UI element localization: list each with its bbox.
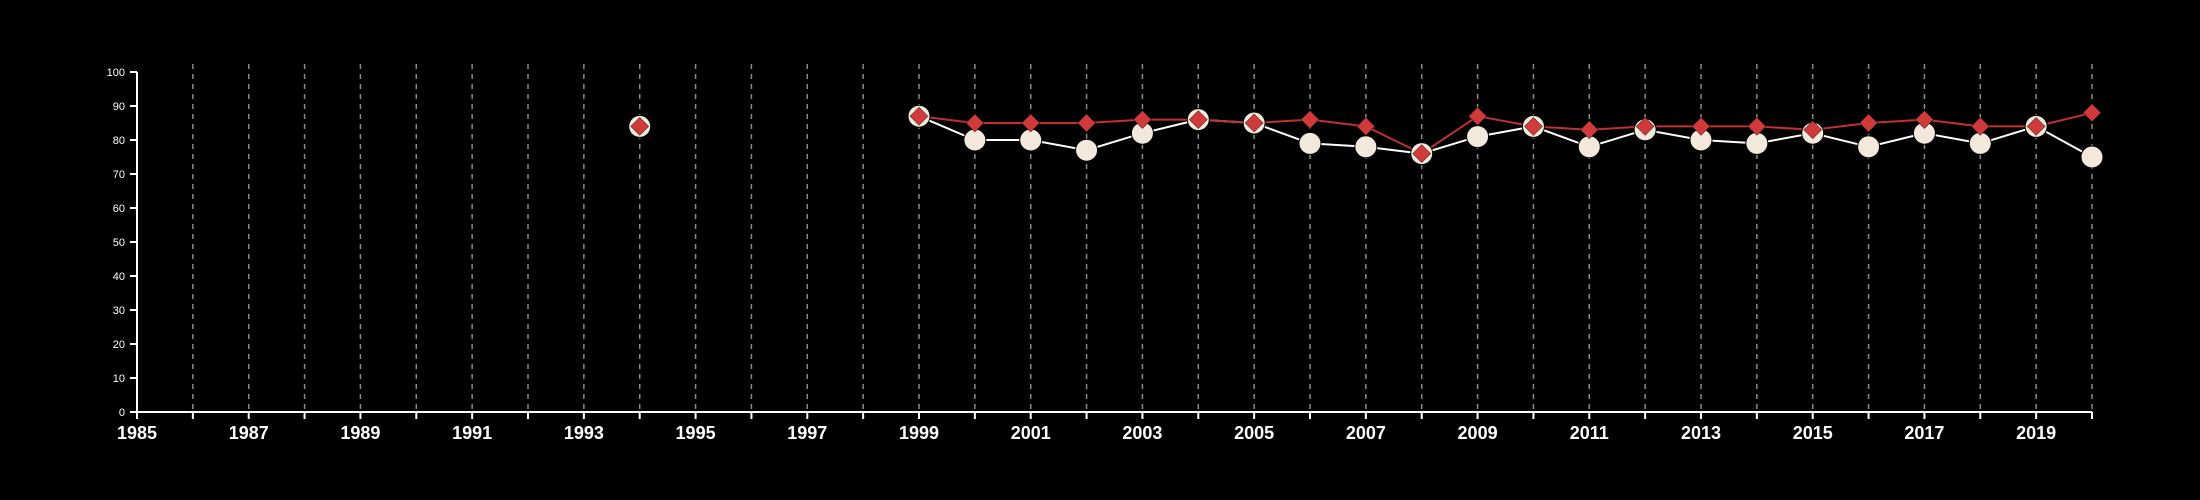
diamond-marker (909, 106, 929, 126)
diamond-marker (630, 117, 650, 136)
y-tick-label: 10 (113, 373, 125, 385)
y-tick-label: 20 (113, 339, 125, 351)
axes (136, 72, 2092, 413)
x-tick-label: 1997 (787, 423, 827, 443)
diamond-marker (2082, 103, 2102, 123)
x-tick-label: 2003 (1122, 423, 1162, 443)
y-tick-label: 100 (107, 67, 125, 79)
circle-marker (1354, 135, 1378, 159)
y-tick-label: 70 (113, 169, 125, 181)
y-tick-label: 30 (113, 305, 125, 317)
y-tick-label: 40 (113, 271, 125, 283)
circle-marker (1857, 135, 1881, 159)
diamond-marker (1579, 120, 1599, 140)
x-tick-label: 1995 (676, 423, 716, 443)
diamond-marker (965, 113, 985, 133)
x-axis-ticks: 1985 1987 1989 1991 1993 1995 1997 1999 2001 2003… (117, 412, 2093, 443)
y-tick-label: 80 (113, 135, 125, 147)
x-tick-label: 1999 (899, 423, 939, 443)
y-axis-ticks: 0 10 20 30 40 50 60 70 80 90 100 (107, 67, 137, 419)
diamond-marker (2026, 117, 2046, 136)
diamond-marker (1915, 110, 1934, 129)
x-tick-label: 2009 (1458, 423, 1498, 443)
diamond-marker (1859, 113, 1878, 133)
diamond-marker (1356, 117, 1376, 136)
diamond-marker (1077, 113, 1096, 133)
x-tick-label: 2011 (1570, 423, 1609, 443)
diamond-marker (1300, 110, 1320, 129)
circle-marker (2080, 145, 2104, 169)
y-tick-label: 60 (113, 203, 125, 215)
series-line-segment (1868, 118, 1925, 124)
series-line-segment (1086, 118, 1143, 124)
y-tick-label: 90 (113, 101, 125, 113)
circle-marker (1466, 125, 1490, 149)
x-tick-label: 2015 (1793, 423, 1833, 443)
diamond-marker (1244, 113, 1264, 133)
y-tick-label: 50 (113, 237, 125, 249)
x-tick-label: 2013 (1681, 423, 1721, 443)
x-tick-label: 1987 (229, 423, 269, 443)
x-tick-label: 2017 (1904, 423, 1944, 443)
diamond-marker (1468, 106, 1487, 126)
x-tick-label: 2001 (1011, 423, 1051, 443)
x-tick-label: 1985 (117, 423, 157, 443)
diamond-marker (1021, 113, 1041, 133)
grid-lines (192, 64, 2093, 412)
series-line-segment (1924, 118, 1981, 128)
diamond-marker (1691, 117, 1711, 136)
y-tick-label: 0 (119, 407, 125, 419)
series-line-segment (1309, 118, 1366, 128)
diamond-marker (1412, 144, 1432, 163)
diamond-marker (1524, 117, 1543, 136)
series-group (628, 103, 2104, 169)
diamond-marker (1803, 120, 1823, 140)
x-tick-label: 2019 (2016, 423, 2056, 443)
circle-marker (1298, 131, 1322, 155)
x-tick-label: 2007 (1346, 423, 1386, 443)
diamond-marker (1133, 110, 1152, 129)
diamond-marker (1970, 117, 1990, 136)
series-marker-group (630, 103, 2102, 163)
diamond-marker (1188, 110, 1208, 129)
circle-marker (1075, 138, 1099, 162)
x-tick-label: 1989 (340, 423, 380, 443)
x-tick-label: 1993 (564, 423, 604, 443)
diamond-marker (1747, 117, 1767, 136)
diamond-marker (1635, 117, 1655, 136)
x-tick-label: 2005 (1234, 423, 1274, 443)
x-tick-label: 1991 (452, 423, 492, 443)
